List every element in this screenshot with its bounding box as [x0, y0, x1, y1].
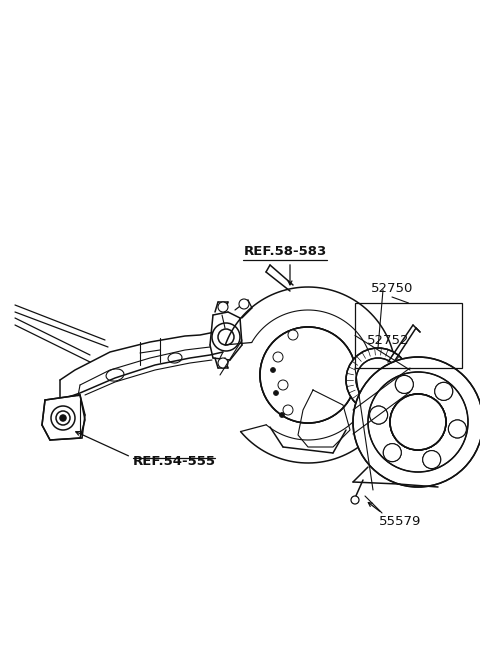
Text: 52750: 52750 — [371, 282, 413, 295]
Circle shape — [279, 413, 285, 417]
Circle shape — [353, 357, 480, 487]
Circle shape — [271, 367, 276, 373]
Circle shape — [423, 451, 441, 468]
Circle shape — [218, 302, 228, 312]
Ellipse shape — [388, 393, 448, 451]
Circle shape — [370, 406, 388, 424]
Circle shape — [218, 358, 228, 368]
Circle shape — [448, 420, 467, 438]
Circle shape — [218, 329, 234, 345]
Text: 55579: 55579 — [379, 515, 421, 528]
Circle shape — [396, 375, 413, 394]
Circle shape — [278, 380, 288, 390]
Circle shape — [283, 405, 293, 415]
Text: 52752: 52752 — [367, 333, 409, 346]
Circle shape — [351, 496, 359, 504]
Circle shape — [346, 348, 410, 412]
Circle shape — [448, 420, 467, 438]
Circle shape — [212, 323, 240, 351]
Circle shape — [56, 411, 70, 425]
Circle shape — [288, 330, 298, 340]
Circle shape — [390, 394, 446, 450]
Circle shape — [423, 451, 441, 468]
Circle shape — [435, 383, 453, 400]
Text: REF.54-555: REF.54-555 — [133, 455, 216, 468]
Polygon shape — [42, 395, 85, 440]
Circle shape — [51, 406, 75, 430]
Circle shape — [390, 394, 446, 450]
Circle shape — [396, 375, 413, 394]
Circle shape — [384, 443, 401, 462]
Circle shape — [260, 327, 356, 423]
Circle shape — [356, 358, 400, 402]
Circle shape — [370, 406, 388, 424]
Circle shape — [260, 327, 356, 423]
Circle shape — [60, 415, 66, 421]
Circle shape — [239, 299, 249, 309]
Circle shape — [273, 352, 283, 362]
Circle shape — [274, 390, 278, 396]
Circle shape — [384, 443, 401, 462]
Circle shape — [368, 372, 468, 472]
Circle shape — [435, 383, 453, 400]
Text: REF.58-583: REF.58-583 — [243, 245, 326, 258]
